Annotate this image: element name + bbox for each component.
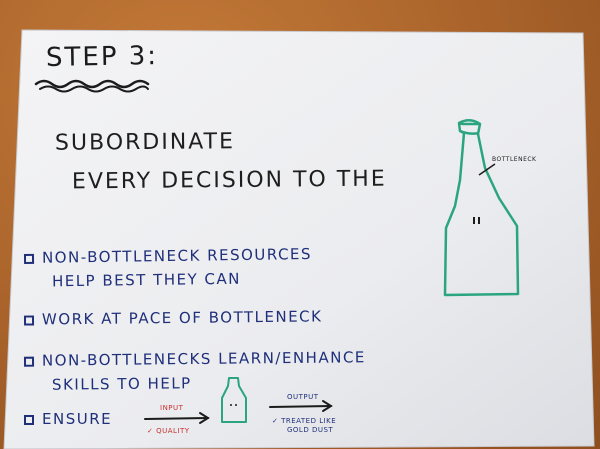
input-label: Input bbox=[160, 404, 184, 412]
checklist-item-4-text: Ensure bbox=[42, 410, 113, 428]
output-arrow bbox=[269, 400, 333, 412]
bottleneck-pointer bbox=[478, 163, 496, 176]
checklist-item-2-text: Work at pace of bottleneck bbox=[41, 307, 323, 329]
checkbox-icon bbox=[23, 356, 35, 367]
output-note-line-1: ✓ Treated like bbox=[272, 417, 337, 425]
small-bottle-eye-right bbox=[235, 404, 237, 406]
step-title: Step 3: bbox=[45, 41, 159, 73]
heading-line-1: Subordinate bbox=[54, 129, 236, 156]
output-label: Output bbox=[287, 393, 319, 401]
checklist-item-1-text: Non-bottleneck resources bbox=[41, 244, 313, 267]
input-note: ✓ Quality bbox=[147, 427, 190, 435]
bottle-drawing bbox=[443, 119, 520, 297]
checklist-item-3-text: Non-bottlenecks learn/enhance bbox=[41, 348, 366, 370]
small-bottle-drawing bbox=[221, 377, 247, 423]
checkbox-icon bbox=[23, 253, 35, 264]
bottleneck-label: Bottleneck bbox=[492, 156, 537, 163]
input-arrow bbox=[144, 412, 210, 424]
small-bottle-eye-left bbox=[230, 404, 232, 406]
title-squiggle bbox=[34, 79, 150, 89]
heading-line-2: Every decision to the bbox=[71, 166, 387, 195]
checklist-item-2: Work at pace of bottleneck bbox=[23, 307, 323, 329]
checklist-item-1-cont: help best they can bbox=[51, 269, 242, 291]
checkbox-icon bbox=[24, 414, 34, 425]
checklist-item-1: Non-bottleneck resources bbox=[23, 244, 313, 267]
output-note-line-2: gold dust bbox=[287, 426, 334, 434]
checklist-item-4: Ensure bbox=[24, 412, 112, 427]
title-squiggle-2 bbox=[39, 85, 149, 93]
paper-shape bbox=[3, 29, 595, 449]
checkbox-icon bbox=[23, 314, 35, 326]
checklist-item-3: Non-bottlenecks learn/enhance bbox=[23, 348, 366, 370]
checklist-item-3-cont: skills to help bbox=[51, 374, 192, 394]
